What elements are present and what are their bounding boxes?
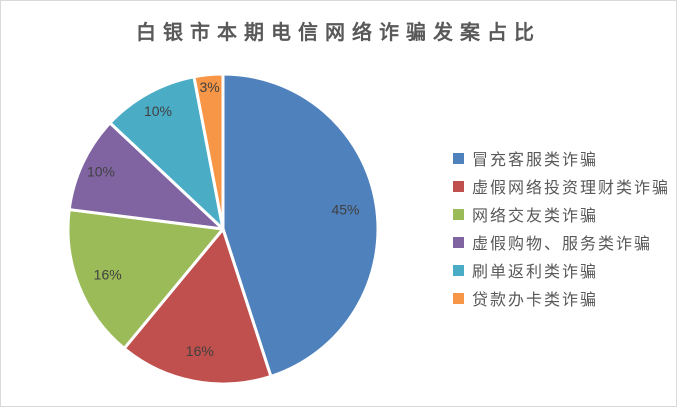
legend-swatch-5 — [453, 264, 464, 276]
pie-slice-6 — [192, 72, 225, 231]
legend-swatch-4 — [453, 236, 464, 248]
data-label-3: 16% — [94, 267, 122, 283]
legend-swatch-3 — [453, 208, 464, 220]
legend-item-1: 冒充客服类诈骗 — [453, 144, 670, 172]
legend-item-3: 网络交友类诈骗 — [453, 200, 670, 228]
pie-slice-2 — [122, 227, 273, 386]
legend-swatch-1 — [453, 152, 464, 164]
data-label-4: 10% — [87, 164, 115, 180]
data-label-6: 3% — [199, 79, 219, 95]
chart-title: 白银市本期电信网络诈骗发案占比 — [136, 22, 541, 44]
pie-slice-4 — [67, 121, 225, 231]
legend-label-3: 网络交友类诈骗 — [472, 208, 599, 225]
legend-item-2: 虚假网络投资理财类诈骗 — [453, 172, 670, 200]
pie-slice-3 — [66, 208, 225, 350]
legend-label-4: 虚假购物、服务类诈骗 — [472, 236, 653, 253]
legend-item-4: 虚假购物、服务类诈骗 — [453, 228, 670, 256]
legend-swatch-2 — [453, 180, 464, 192]
data-label-1: 45% — [331, 202, 359, 218]
legend-label-6: 贷款办卡类诈骗 — [472, 292, 599, 309]
legend-label-5: 刷单返利类诈骗 — [472, 264, 599, 281]
legend-label-1: 冒充客服类诈骗 — [472, 152, 599, 169]
legend-item-6: 贷款办卡类诈骗 — [453, 284, 670, 312]
pie-slice-1 — [221, 72, 380, 378]
pie-slice-5 — [108, 75, 225, 231]
legend-item-5: 刷单返利类诈骗 — [453, 256, 670, 284]
data-label-5: 10% — [144, 103, 172, 119]
legend-label-2: 虚假网络投资理财类诈骗 — [472, 180, 671, 197]
legend-swatch-6 — [453, 292, 464, 304]
chart-legend: 冒充客服类诈骗虚假网络投资理财类诈骗 网络交友类诈骗虚假购物、服务类诈骗 刷单返利类… — [453, 144, 670, 312]
data-label-2: 16% — [186, 343, 214, 359]
